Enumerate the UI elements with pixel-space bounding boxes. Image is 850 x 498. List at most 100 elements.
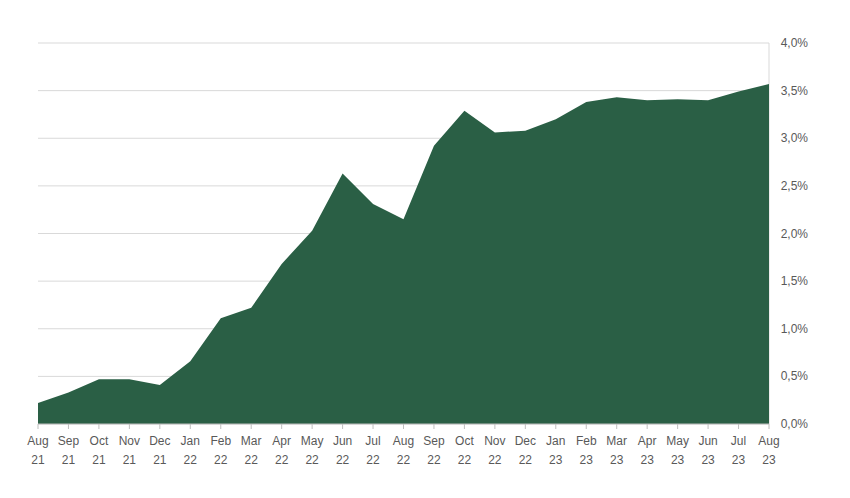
x-tick-label-line: 21 [123, 453, 137, 467]
x-tick-label-line: 22 [245, 453, 259, 467]
x-tick-label: Feb 22 [210, 434, 231, 467]
x-tick [738, 424, 739, 429]
x-tick-label-line: Dec [149, 434, 170, 448]
x-tick-label: Dec 22 [515, 434, 536, 467]
x-tick-label-line: Aug [393, 434, 414, 448]
x-tick-label-line: 22 [427, 453, 441, 467]
x-tick-label-line: May [666, 434, 689, 448]
x-tick-label-line: 22 [214, 453, 228, 467]
y-tick-label: 2,0% [781, 227, 809, 241]
x-tick-label: Jun 22 [333, 434, 352, 467]
x-tick-label-line: 23 [640, 453, 654, 467]
x-tick-label-line: 23 [671, 453, 685, 467]
x-tick-label-line: 22 [366, 453, 380, 467]
x-tick [373, 424, 374, 429]
x-tick-label: Apr 23 [638, 434, 657, 467]
grid-line [38, 90, 769, 91]
x-tick [342, 424, 343, 429]
area [38, 84, 769, 424]
x-tick-label-line: 21 [153, 453, 167, 467]
y-tick-label: 2,5% [781, 179, 809, 193]
x-tick-label: Oct 22 [455, 434, 474, 467]
x-tick [677, 424, 678, 429]
x-tick-label-line: 22 [275, 453, 289, 467]
x-tick [769, 424, 770, 429]
x-tick [312, 424, 313, 429]
x-tick [98, 424, 99, 429]
x-tick-label-line: Aug [758, 434, 779, 448]
x-tick-label: Jan22 [181, 434, 200, 467]
x-tick-label: Mar23 [606, 434, 627, 467]
x-tick-label-line: Sep [423, 434, 445, 448]
x-tick-label: Aug23 [758, 434, 779, 467]
x-tick [251, 424, 252, 429]
x-tick-label: Feb 23 [576, 434, 597, 467]
y-tick-label: 1,5% [781, 274, 809, 288]
x-tick-label: Aug 21 [27, 434, 48, 467]
x-tick [129, 424, 130, 429]
x-tick-label-line: Aug [27, 434, 48, 448]
x-tick-label-line: Jun [698, 434, 717, 448]
x-tick-label: Nov21 [119, 434, 140, 467]
x-tick [647, 424, 648, 429]
x-tick-label-line: May [301, 434, 324, 448]
x-tick-label-line: Jun [333, 434, 352, 448]
x-tick-label-line: 23 [701, 453, 715, 467]
x-tick-label-line: 23 [610, 453, 624, 467]
x-tick [220, 424, 221, 429]
y-tick-label: 1,0% [781, 322, 809, 336]
x-tick [464, 424, 465, 429]
x-tick-label: Jul 23 [731, 434, 746, 467]
x-tick [190, 424, 191, 429]
chart: 0,0%0,5%1,0%1,5%2,0%2,5%3,0%3,5%4,0%Aug2… [0, 0, 850, 498]
x-tick [708, 424, 709, 429]
x-tick [38, 424, 39, 429]
x-tick-label-line: Feb [210, 434, 231, 448]
x-tick [616, 424, 617, 429]
x-tick-label: Jan23 [546, 434, 565, 467]
x-tick [68, 424, 69, 429]
x-tick-label: Mar 22 [241, 434, 262, 467]
x-tick-label: Sep 22 [423, 434, 445, 467]
y-tick-label: 0,0% [781, 417, 809, 431]
x-tick [403, 424, 404, 429]
x-tick-label-line: 22 [519, 453, 533, 467]
x-tick-label-line: Jan [546, 434, 565, 448]
x-tick-label-line: 22 [488, 453, 502, 467]
x-tick-label-line: 22 [336, 453, 350, 467]
x-tick [586, 424, 587, 429]
x-tick-label-line: Mar [241, 434, 262, 448]
x-tick-label-line: 22 [458, 453, 472, 467]
x-tick-label-line: Jul [365, 434, 380, 448]
x-tick [494, 424, 495, 429]
x-tick-label-line: 22 [305, 453, 319, 467]
x-tick-label: Sep 21 [58, 434, 80, 467]
x-tick [433, 424, 434, 429]
x-tick-label-line: Apr [638, 434, 657, 448]
grid-line [38, 43, 769, 44]
x-tick-label: May 23 [666, 434, 689, 467]
x-tick-label-line: 23 [732, 453, 746, 467]
x-tick-label: May 22 [301, 434, 324, 467]
x-tick-label-line: Oct [90, 434, 109, 448]
x-tick-label-line: Dec [515, 434, 536, 448]
x-tick-label: Jul 22 [365, 434, 380, 467]
plot-area [38, 84, 769, 424]
x-tick-label-line: Jan [181, 434, 200, 448]
x-tick-label-line: Jul [731, 434, 746, 448]
x-tick-label-line: Apr [272, 434, 291, 448]
x-tick-label-line: Oct [455, 434, 474, 448]
x-tick-label-line: 23 [580, 453, 594, 467]
x-tick-label: Jun 23 [698, 434, 717, 467]
y-tick-label: 0,5% [781, 369, 809, 383]
x-tick-label: Nov22 [484, 434, 505, 467]
x-tick-label-line: 21 [31, 453, 45, 467]
x-tick-label: Oct21 [90, 434, 109, 467]
x-tick-label-line: Sep [58, 434, 80, 448]
x-tick-label-line: 21 [62, 453, 76, 467]
x-tick [159, 424, 160, 429]
x-tick-label: Dec 21 [149, 434, 170, 467]
y-tick-label: 3,0% [781, 131, 809, 145]
x-tick-label-line: Feb [576, 434, 597, 448]
x-tick-label-line: 22 [397, 453, 411, 467]
